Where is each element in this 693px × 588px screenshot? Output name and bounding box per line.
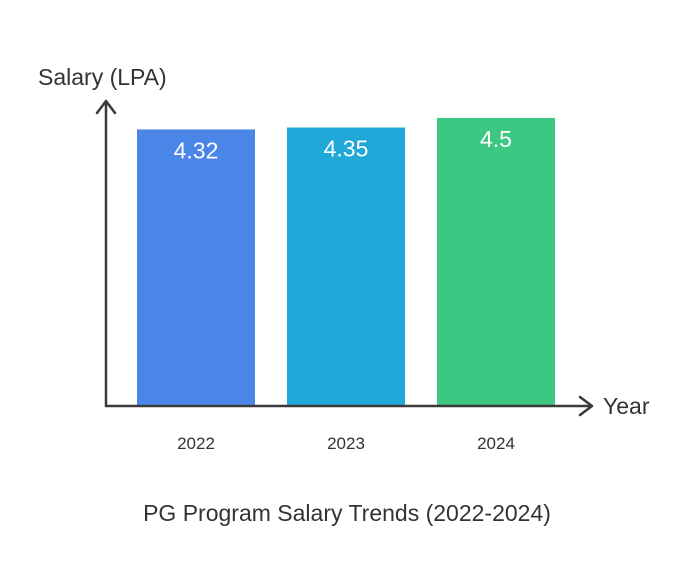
bars	[137, 117, 555, 407]
data-label-2023: 4.35	[324, 136, 369, 162]
y-axis-title: Salary (LPA)	[38, 64, 167, 90]
data-label-2024: 4.5	[480, 126, 512, 152]
bar-2023	[287, 127, 405, 407]
x-axis-title: Year	[603, 393, 650, 419]
x-tick-label-2022: 2022	[177, 434, 215, 453]
data-labels: 4.32 4.35 4.5	[174, 126, 512, 164]
chart-title: PG Program Salary Trends (2022-2024)	[143, 500, 551, 526]
x-tick-label-2023: 2023	[327, 434, 365, 453]
bar-2022	[137, 129, 255, 406]
x-axis-arrowhead	[578, 395, 594, 417]
data-label-2022: 4.32	[174, 137, 219, 163]
x-tick-label-2024: 2024	[477, 434, 515, 453]
bar-2024	[437, 117, 555, 406]
x-tick-labels: 2022 2023 2024	[177, 434, 515, 453]
y-axis-arrowhead	[95, 99, 117, 115]
